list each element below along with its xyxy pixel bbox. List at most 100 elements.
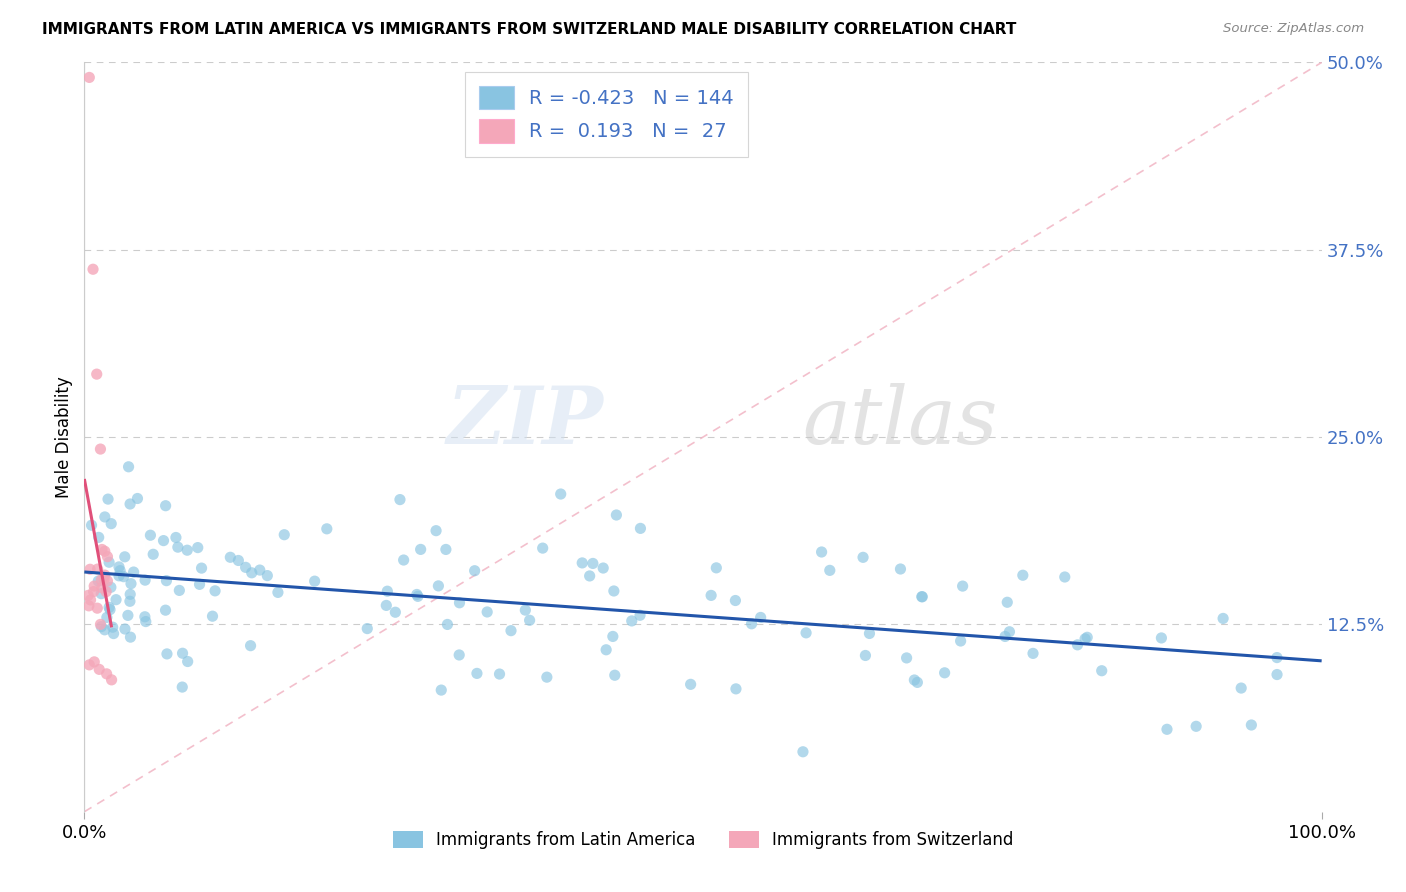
Point bbox=[384, 605, 406, 619]
Point bbox=[155, 499, 177, 513]
Point bbox=[204, 583, 226, 598]
Point bbox=[405, 587, 427, 601]
Point bbox=[240, 566, 263, 580]
Point bbox=[188, 577, 211, 591]
Point bbox=[108, 569, 131, 583]
Point bbox=[118, 594, 141, 608]
Point bbox=[628, 608, 651, 623]
Point bbox=[79, 657, 101, 672]
Point bbox=[427, 579, 450, 593]
Legend: Immigrants from Latin America, Immigrants from Switzerland: Immigrants from Latin America, Immigrant… bbox=[387, 824, 1019, 855]
Point bbox=[101, 620, 124, 634]
Point bbox=[90, 573, 112, 587]
Point bbox=[77, 599, 100, 613]
Point bbox=[605, 508, 627, 522]
Point bbox=[1076, 630, 1098, 644]
Point bbox=[235, 560, 257, 574]
Point bbox=[90, 620, 112, 634]
Point bbox=[1185, 719, 1208, 733]
Point bbox=[155, 603, 177, 617]
Point bbox=[499, 624, 522, 638]
Point bbox=[89, 442, 111, 456]
Point bbox=[304, 574, 326, 589]
Point bbox=[392, 553, 415, 567]
Point bbox=[578, 569, 600, 583]
Point bbox=[464, 564, 486, 578]
Point bbox=[375, 599, 398, 613]
Point bbox=[79, 593, 101, 607]
Point bbox=[80, 518, 103, 533]
Text: IMMIGRANTS FROM LATIN AMERICA VS IMMIGRANTS FROM SWITZERLAND MALE DISABILITY COR: IMMIGRANTS FROM LATIN AMERICA VS IMMIGRA… bbox=[42, 22, 1017, 37]
Point bbox=[911, 590, 934, 604]
Point bbox=[603, 668, 626, 682]
Point bbox=[112, 569, 135, 583]
Point bbox=[108, 560, 131, 574]
Point bbox=[592, 561, 614, 575]
Point bbox=[96, 574, 118, 588]
Point bbox=[858, 626, 880, 640]
Point bbox=[134, 573, 156, 587]
Point bbox=[889, 562, 911, 576]
Point bbox=[602, 629, 624, 643]
Point bbox=[201, 609, 224, 624]
Point bbox=[82, 262, 104, 277]
Point bbox=[94, 584, 117, 599]
Point bbox=[475, 605, 498, 619]
Point bbox=[1053, 570, 1076, 584]
Point bbox=[94, 510, 117, 524]
Point bbox=[998, 624, 1021, 639]
Point bbox=[995, 595, 1018, 609]
Point bbox=[134, 609, 156, 624]
Point bbox=[1022, 647, 1045, 661]
Point bbox=[994, 630, 1017, 644]
Point bbox=[114, 549, 136, 564]
Point bbox=[595, 642, 617, 657]
Point bbox=[165, 531, 187, 545]
Point bbox=[83, 584, 105, 599]
Point bbox=[1066, 638, 1088, 652]
Point bbox=[120, 630, 142, 644]
Point bbox=[1011, 568, 1033, 582]
Point bbox=[87, 530, 110, 544]
Point bbox=[142, 547, 165, 561]
Point bbox=[100, 516, 122, 531]
Point bbox=[93, 623, 115, 637]
Point bbox=[934, 665, 956, 680]
Point bbox=[267, 585, 290, 599]
Text: Source: ZipAtlas.com: Source: ZipAtlas.com bbox=[1223, 22, 1364, 36]
Point bbox=[430, 683, 453, 698]
Point bbox=[167, 540, 190, 554]
Point bbox=[120, 587, 142, 601]
Point bbox=[1091, 664, 1114, 678]
Point bbox=[96, 666, 118, 681]
Point bbox=[536, 670, 558, 684]
Point bbox=[582, 557, 605, 571]
Point bbox=[228, 553, 250, 567]
Point bbox=[1074, 632, 1097, 646]
Point bbox=[1265, 667, 1288, 681]
Point bbox=[103, 626, 125, 640]
Point bbox=[550, 487, 572, 501]
Point bbox=[531, 541, 554, 555]
Point bbox=[911, 590, 934, 604]
Point bbox=[176, 655, 198, 669]
Point bbox=[794, 625, 817, 640]
Point bbox=[90, 581, 112, 595]
Point bbox=[249, 563, 271, 577]
Point bbox=[571, 556, 593, 570]
Point bbox=[98, 600, 121, 615]
Point bbox=[603, 584, 626, 599]
Point bbox=[704, 561, 727, 575]
Point bbox=[83, 655, 105, 669]
Point bbox=[855, 648, 877, 663]
Point bbox=[108, 564, 131, 578]
Point bbox=[172, 680, 194, 694]
Point bbox=[86, 601, 108, 615]
Point bbox=[79, 562, 101, 576]
Point bbox=[465, 666, 488, 681]
Point bbox=[83, 579, 105, 593]
Point bbox=[117, 608, 139, 623]
Point bbox=[105, 592, 128, 607]
Point bbox=[169, 583, 191, 598]
Point bbox=[1150, 631, 1173, 645]
